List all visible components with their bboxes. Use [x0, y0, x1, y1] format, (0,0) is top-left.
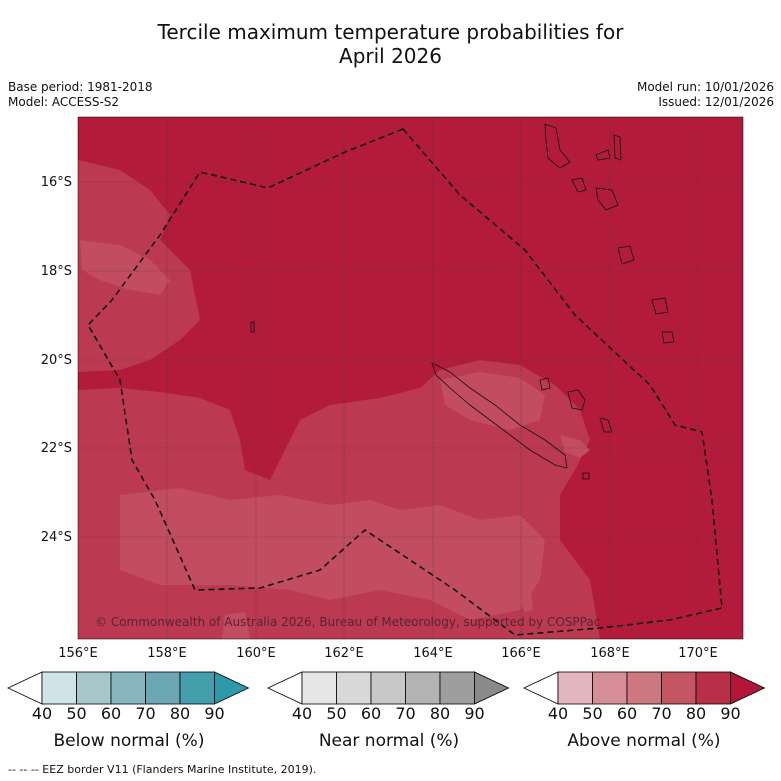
- lon-label-158e: 158°E: [147, 646, 187, 661]
- eez-border: [87, 128, 723, 636]
- colorbar-tick: 70: [651, 704, 672, 723]
- colorbar-above-normal: [523, 671, 766, 705]
- colorbar-segment: [439, 671, 475, 705]
- map-region-low-3: [440, 372, 545, 430]
- colorbar-tick: 80: [169, 704, 191, 723]
- colorbar-tick: 50: [326, 704, 347, 723]
- colorbar-below-normal: [7, 671, 250, 705]
- colorbar-tick: 50: [582, 704, 603, 723]
- map-title-line1: Tercile maximum temperature probabilitie…: [157, 20, 624, 44]
- colorbar-segment: [76, 671, 112, 705]
- colorbar-tick: 60: [100, 704, 122, 723]
- lat-label-22s: 22°S: [40, 441, 72, 456]
- map-region-low-1: [80, 240, 170, 295]
- colorbar-tick: 80: [685, 704, 707, 723]
- lat-label-16s: 16°S: [40, 175, 72, 190]
- colorbar-tick: 60: [360, 704, 382, 723]
- lon-label-168e: 168°E: [590, 646, 630, 661]
- colorbar-segment: [695, 671, 731, 705]
- colorbar-segment: [592, 671, 628, 705]
- loyalty-island-3: [599, 417, 613, 433]
- colorbar-segment: [557, 671, 593, 705]
- colorbar-segment: [145, 671, 181, 705]
- lon-label-166e: 166°E: [501, 646, 541, 661]
- colorbar-extend-high: [474, 671, 510, 705]
- lat-label-20s: 20°S: [40, 353, 72, 368]
- colorbar-extend-low: [267, 671, 303, 705]
- new-caledonia-island: [431, 362, 568, 469]
- lat-label-18s: 18°S: [40, 264, 72, 279]
- colorbar-tick: 90: [720, 704, 741, 723]
- colorbar-tick: 70: [135, 704, 156, 723]
- loyalty-island-2: [539, 377, 551, 391]
- vanuatu-island-5: [613, 134, 622, 161]
- colorbar-extend-high: [730, 671, 766, 705]
- lon-label-164e: 164°E: [413, 646, 453, 661]
- colorbar-tick: 40: [31, 704, 53, 723]
- colorbar-segment: [41, 671, 77, 705]
- colorbar-extend-high: [214, 671, 250, 705]
- colorbar-segment: [661, 671, 697, 705]
- colorbar-tick: 40: [291, 704, 313, 723]
- colorbar-tick: 50: [66, 704, 87, 723]
- colorbars: [7, 671, 766, 705]
- colorbar-segment: [626, 671, 662, 705]
- vanuatu-island-2: [595, 149, 611, 161]
- vanuatu-island-4: [595, 187, 619, 211]
- vanuatu-island-7: [651, 297, 669, 315]
- colorbar-tick: 70: [395, 704, 416, 723]
- colorbar-segment: [336, 671, 372, 705]
- copyright-text: © Commonwealth of Australia 2026, Bureau…: [95, 615, 600, 629]
- colorbar-extend-low: [523, 671, 559, 705]
- map-region-low-2: [120, 488, 545, 620]
- lon-label-156e: 156°E: [58, 646, 98, 661]
- base-period: Base period: 1981-2018: [8, 80, 153, 94]
- vanuatu-island-1: [544, 123, 571, 169]
- colorbar-tick: 40: [547, 704, 569, 723]
- issued-date: Issued: 12/01/2026: [658, 95, 774, 109]
- vanuatu-island-3: [571, 177, 587, 193]
- meta-left: Base period: 1981-2018 Model: ACCESS-S2: [8, 80, 153, 110]
- colorbar-segment: [179, 671, 215, 705]
- colorbar-extend-low: [7, 671, 43, 705]
- map-region-low-4: [560, 435, 590, 458]
- loyalty-island-1: [567, 389, 586, 411]
- meta-right: Model run: 10/01/2026 Issued: 12/01/2026: [637, 80, 774, 110]
- colorbar-label-near: Near normal (%): [318, 731, 460, 751]
- model-run: Model run: 10/01/2026: [636, 80, 774, 94]
- isle-of-pines: [582, 472, 590, 480]
- small-island: [250, 321, 255, 333]
- colorbar-tick: 60: [616, 704, 638, 723]
- colorbar-segment: [301, 671, 337, 705]
- eez-footer-note: -- -- -- EEZ border V11 (Flanders Marine…: [8, 763, 317, 776]
- colorbar-segment: [370, 671, 406, 705]
- map-grid: [78, 117, 743, 639]
- vanuatu-island-6: [617, 245, 635, 265]
- colorbar-tick: 80: [429, 704, 451, 723]
- colorbar-segment: [405, 671, 441, 705]
- lat-label-24s: 24°S: [40, 530, 72, 545]
- map-region-low-5: [520, 575, 533, 612]
- lon-label-160e: 160°E: [236, 646, 276, 661]
- vanuatu-island-8: [661, 331, 675, 344]
- colorbar-label-below: Below normal (%): [53, 731, 205, 751]
- colorbar-segment: [110, 671, 146, 705]
- colorbar-tick: 90: [464, 704, 485, 723]
- map-title-line2: April 2026: [339, 44, 442, 68]
- map-region-low-6: [222, 612, 250, 639]
- model-name: Model: ACCESS-S2: [8, 95, 120, 109]
- colorbar-tick: 90: [204, 704, 225, 723]
- lon-label-170e: 170°E: [678, 646, 718, 661]
- colorbar-near-normal: [267, 671, 510, 705]
- lon-label-162e: 162°E: [324, 646, 364, 661]
- colorbar-label-above: Above normal (%): [567, 731, 721, 751]
